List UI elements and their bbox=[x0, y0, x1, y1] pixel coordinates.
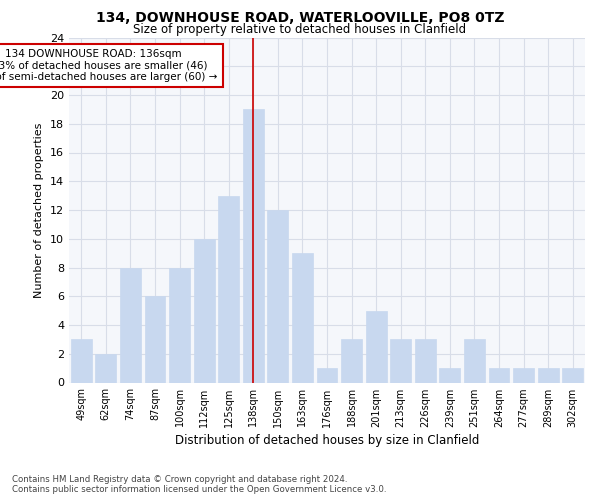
Bar bbox=[513, 368, 534, 382]
Text: Size of property relative to detached houses in Clanfield: Size of property relative to detached ho… bbox=[133, 22, 467, 36]
X-axis label: Distribution of detached houses by size in Clanfield: Distribution of detached houses by size … bbox=[175, 434, 479, 447]
Bar bbox=[488, 368, 509, 382]
Text: 134, DOWNHOUSE ROAD, WATERLOOVILLE, PO8 0TZ: 134, DOWNHOUSE ROAD, WATERLOOVILLE, PO8 … bbox=[96, 12, 504, 26]
Bar bbox=[243, 110, 264, 382]
Text: Contains public sector information licensed under the Open Government Licence v3: Contains public sector information licen… bbox=[12, 485, 386, 494]
Bar bbox=[268, 210, 289, 382]
Bar bbox=[415, 340, 436, 382]
Bar bbox=[439, 368, 460, 382]
Y-axis label: Number of detached properties: Number of detached properties bbox=[34, 122, 44, 298]
Text: Contains HM Land Registry data © Crown copyright and database right 2024.: Contains HM Land Registry data © Crown c… bbox=[12, 475, 347, 484]
Bar bbox=[120, 268, 141, 382]
Bar bbox=[95, 354, 116, 382]
Bar bbox=[464, 340, 485, 382]
Bar bbox=[292, 253, 313, 382]
Bar bbox=[538, 368, 559, 382]
Bar bbox=[169, 268, 190, 382]
Text: 134 DOWNHOUSE ROAD: 136sqm
← 43% of detached houses are smaller (46)
56% of semi: 134 DOWNHOUSE ROAD: 136sqm ← 43% of deta… bbox=[0, 49, 218, 82]
Bar bbox=[145, 296, 166, 382]
Bar bbox=[390, 340, 411, 382]
Bar bbox=[218, 196, 239, 382]
Bar bbox=[341, 340, 362, 382]
Bar bbox=[365, 310, 386, 382]
Bar bbox=[562, 368, 583, 382]
Bar bbox=[194, 239, 215, 382]
Bar bbox=[71, 340, 92, 382]
Bar bbox=[317, 368, 337, 382]
